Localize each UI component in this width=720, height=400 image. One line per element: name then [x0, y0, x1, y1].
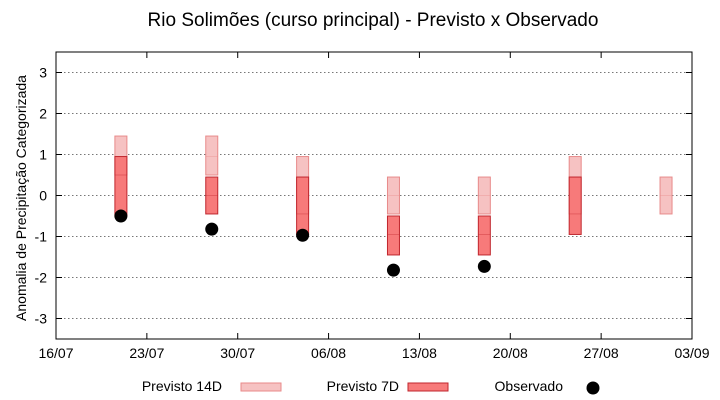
legend-label: Previsto 14D — [142, 378, 222, 394]
legend-swatch — [240, 382, 282, 392]
legend-marker — [586, 381, 600, 395]
x-tick-label: 13/08 — [402, 345, 437, 361]
y-tick-label: 0 — [39, 188, 47, 204]
x-tick-label: 16/07 — [38, 345, 73, 361]
observed-point — [386, 263, 400, 277]
range-bar-7d — [386, 215, 400, 256]
y-tick-label: -1 — [35, 229, 48, 245]
x-tick-label: 20/08 — [493, 345, 528, 361]
y-tick-label: 3 — [39, 65, 47, 81]
range-bar-7d — [296, 176, 310, 235]
y-tick-label: -2 — [35, 270, 48, 286]
x-tick-label: 30/07 — [220, 345, 255, 361]
x-tick-label: 03/09 — [674, 345, 709, 361]
x-tick-label: 06/08 — [311, 345, 346, 361]
range-bar-7d — [568, 176, 582, 235]
legend-label: Previsto 7D — [327, 378, 399, 394]
y-tick-label: -3 — [35, 311, 48, 327]
range-bar-7d — [114, 156, 128, 217]
observed-point — [205, 222, 219, 236]
plot-area: 3 2 1 0 -1 -2 -3 16/07 23/07 30/07 06/08 13/08 20/08… — [35, 51, 710, 361]
y-axis-label: Anomalia de Precipitação Categorizada — [13, 75, 29, 321]
chart-title: Rio Solimões (curso principal) - Previst… — [148, 10, 599, 31]
observed-point — [477, 259, 491, 273]
observed-point — [296, 228, 310, 242]
y-tick-label: 2 — [39, 106, 47, 122]
range-bar-7d — [477, 215, 491, 256]
x-tick-label: 27/08 — [584, 345, 619, 361]
x-tick-label: 23/07 — [129, 345, 164, 361]
legend: Previsto 14D Previsto 7D Observado — [142, 378, 600, 395]
observed-point — [114, 209, 128, 223]
range-bar-14d — [205, 135, 219, 176]
legend-label: Observado — [495, 378, 564, 394]
y-tick-label: 1 — [39, 147, 47, 163]
legend-swatch — [407, 382, 449, 392]
